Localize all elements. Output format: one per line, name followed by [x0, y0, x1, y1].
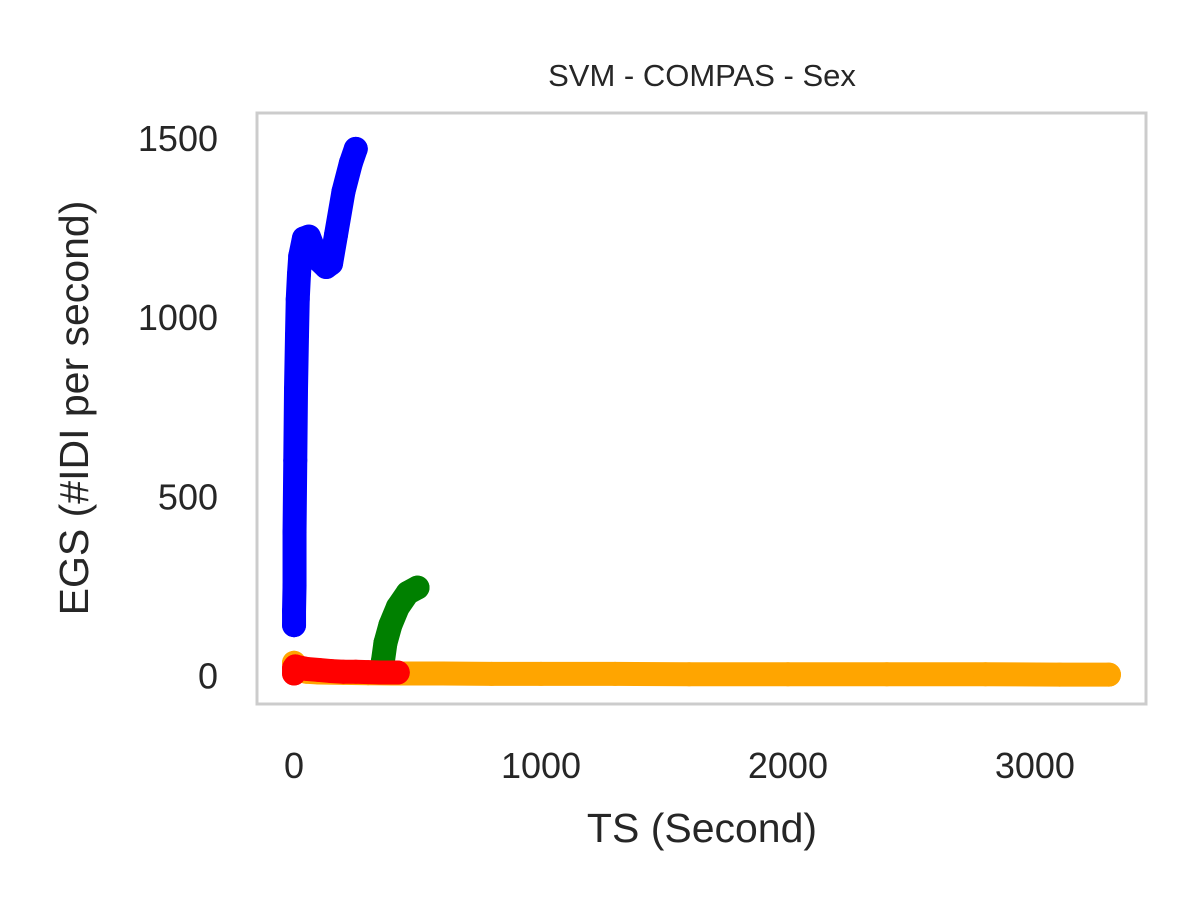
series-0-point-14	[973, 662, 998, 687]
y-axis-ticks: 0 500 1000 1500	[138, 118, 218, 696]
series-2-point-6	[405, 575, 430, 600]
y-tick-label: 1500	[138, 118, 218, 159]
x-tick-label: 0	[284, 745, 304, 786]
y-tick-label: 0	[198, 655, 218, 696]
series-1-point-7	[285, 287, 310, 312]
series-1-point-16	[324, 222, 349, 247]
x-tick-label: 1000	[501, 745, 581, 786]
series-3-point-12	[385, 660, 410, 685]
x-axis-label: TS (Second)	[587, 805, 817, 851]
series-0-point-15	[1047, 662, 1072, 687]
plot-area	[282, 136, 1121, 687]
series-1-point-5	[284, 376, 309, 401]
series-0-point-10	[603, 661, 628, 686]
x-tick-label: 3000	[995, 745, 1075, 786]
plot-frame	[255, 111, 1148, 706]
series-0-point-16	[1096, 662, 1121, 687]
series-1-point-6	[285, 323, 310, 348]
series-1-point-17	[331, 179, 356, 204]
series-0-point-7	[430, 661, 455, 686]
chart-title: SVM - COMPAS - Sex	[548, 58, 856, 93]
series-0-point-8	[479, 661, 504, 686]
y-axis-label: EGS (#IDI per second)	[51, 201, 97, 616]
series-1-point-15	[319, 251, 344, 276]
series-1-point-3	[282, 520, 307, 545]
series-0-point-13	[874, 662, 899, 687]
series-1-point-1	[282, 598, 307, 623]
y-tick-label: 500	[158, 476, 218, 517]
y-tick-label: 1000	[138, 297, 218, 338]
series-1-point-4	[283, 448, 308, 473]
series-1-point-19	[343, 136, 368, 161]
x-axis-ticks: 0 1000 2000 3000	[284, 745, 1075, 786]
series-1-point-8	[286, 262, 311, 287]
series-1-point-2	[282, 573, 307, 598]
series-0-point-9	[528, 661, 553, 686]
series-0-point-12	[775, 662, 800, 687]
series-0-point-11	[677, 662, 702, 687]
x-tick-label: 2000	[748, 745, 828, 786]
